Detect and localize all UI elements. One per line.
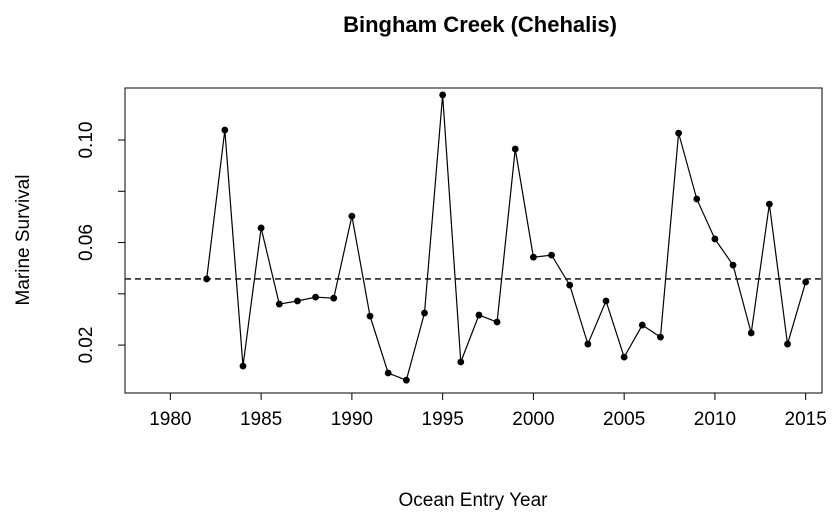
data-point <box>457 358 465 366</box>
x-tick-label: 2000 <box>512 409 554 430</box>
data-point <box>312 293 319 301</box>
x-tick-label: 2015 <box>785 409 827 430</box>
data-point <box>294 297 301 305</box>
y-tick-label: 0.02 <box>76 327 97 364</box>
data-point <box>384 369 392 377</box>
data-point <box>475 311 483 319</box>
x-tick-label: 2005 <box>603 409 645 430</box>
data-point <box>584 340 592 348</box>
data-point <box>602 297 610 305</box>
data-point <box>511 145 519 153</box>
data-point <box>239 362 247 370</box>
data-point <box>711 235 719 243</box>
data-point <box>439 91 447 99</box>
data-point <box>802 278 810 286</box>
data-point <box>529 253 537 261</box>
x-tick-label: 1995 <box>422 409 464 430</box>
data-point <box>348 212 356 220</box>
y-axis-title: Marine Survival <box>13 175 34 306</box>
y-tick-label: 0.10 <box>76 122 97 159</box>
data-point <box>203 275 211 283</box>
x-axis-title: Ocean Entry Year <box>399 490 549 511</box>
data-point <box>638 321 646 329</box>
data-point <box>257 224 265 232</box>
data-point <box>675 129 683 137</box>
x-tick-label: 1980 <box>149 409 191 430</box>
data-point <box>275 300 283 308</box>
data-point <box>657 333 664 341</box>
data-point <box>402 376 410 384</box>
x-tick-label: 1985 <box>240 409 282 430</box>
y-tick-label: 0.06 <box>76 224 97 261</box>
data-point <box>747 329 755 337</box>
data-point <box>330 294 338 302</box>
x-tick-label: 1990 <box>331 409 373 430</box>
data-point <box>693 195 701 203</box>
data-point <box>366 312 374 320</box>
data-point <box>729 261 737 269</box>
data-point <box>765 200 773 208</box>
data-point <box>566 281 574 289</box>
series-line <box>206 94 807 381</box>
data-point <box>493 318 501 326</box>
data-point <box>548 251 555 259</box>
x-tick-label: 2010 <box>694 409 736 430</box>
data-point <box>221 126 229 134</box>
chart-title: Bingham Creek (Chehalis) <box>343 12 617 37</box>
data-point <box>421 309 428 317</box>
data-point <box>620 353 628 361</box>
data-point <box>784 340 791 348</box>
